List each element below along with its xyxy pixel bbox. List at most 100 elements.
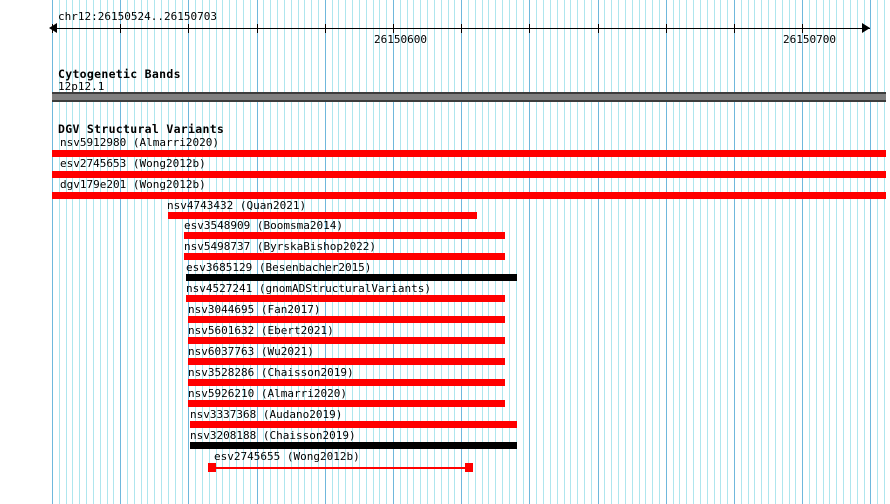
grid-line xyxy=(168,0,169,504)
variant-endpoint[interactable] xyxy=(208,463,216,472)
variant-label[interactable]: nsv5912980 (Almarri2020) xyxy=(60,136,219,149)
axis-tick xyxy=(802,24,803,33)
grid-line xyxy=(809,0,810,504)
grid-line xyxy=(884,0,885,504)
variant-label[interactable]: nsv3337368 (Audano2019) xyxy=(190,408,343,421)
grid-line xyxy=(338,0,339,504)
variant-bar[interactable] xyxy=(52,171,886,178)
grid-line xyxy=(557,0,558,504)
grid-line xyxy=(325,0,326,504)
variant-bar[interactable] xyxy=(188,379,505,386)
variant-label[interactable]: nsv3208188 (Chaisson2019) xyxy=(190,429,356,442)
variant-bar[interactable] xyxy=(184,232,505,239)
dgv-section-title: DGV Structural Variants xyxy=(58,122,225,136)
variant-label[interactable]: esv3548909 (Boomsma2014) xyxy=(184,219,343,232)
grid-line xyxy=(714,0,715,504)
variant-endpoint[interactable] xyxy=(465,463,473,472)
cytoband-bar[interactable] xyxy=(52,92,886,102)
variant-bar[interactable] xyxy=(186,295,505,302)
variant-bar[interactable] xyxy=(188,358,505,365)
arrow-right-icon[interactable] xyxy=(862,23,870,33)
grid-line xyxy=(141,0,142,504)
variant-bar[interactable] xyxy=(190,442,517,449)
variant-label[interactable]: nsv4527241 (gnomADStructuralVariants) xyxy=(186,282,432,295)
variant-bar[interactable] xyxy=(52,150,886,157)
grid-line xyxy=(877,0,878,504)
grid-line xyxy=(373,0,374,504)
grid-line xyxy=(250,0,251,504)
grid-line xyxy=(843,0,844,504)
variant-label[interactable]: nsv5926210 (Almarri2020) xyxy=(188,387,347,400)
variant-bar[interactable] xyxy=(52,192,886,199)
grid-line xyxy=(441,0,442,504)
variant-line[interactable] xyxy=(208,467,473,469)
grid-line xyxy=(625,0,626,504)
grid-line xyxy=(188,0,189,504)
variant-label[interactable]: nsv6037763 (Wu2021) xyxy=(188,345,314,358)
grid-line xyxy=(509,0,510,504)
grid-line xyxy=(79,0,80,504)
grid-line xyxy=(748,0,749,504)
grid-line xyxy=(311,0,312,504)
grid-line xyxy=(570,0,571,504)
grid-line xyxy=(645,0,646,504)
grid-line xyxy=(216,0,217,504)
grid-line xyxy=(584,0,585,504)
grid-line xyxy=(263,0,264,504)
grid-line xyxy=(127,0,128,504)
grid-line xyxy=(529,0,530,504)
grid-line xyxy=(802,0,803,504)
grid-line xyxy=(795,0,796,504)
grid-line xyxy=(66,0,67,504)
variant-label[interactable]: esv2745655 (Wong2012b) xyxy=(214,450,360,463)
variant-label[interactable]: nsv4743432 (Quan2021) xyxy=(167,199,307,212)
grid-line xyxy=(707,0,708,504)
grid-line xyxy=(523,0,524,504)
location-label: chr12:26150524..26150703 xyxy=(58,10,217,23)
grid-line xyxy=(202,0,203,504)
grid-line xyxy=(686,0,687,504)
grid-line xyxy=(236,0,237,504)
variant-bar[interactable] xyxy=(190,421,517,428)
grid-line xyxy=(161,0,162,504)
grid-line xyxy=(536,0,537,504)
variant-label[interactable]: nsv5498737 (ByrskaBishop2022) xyxy=(184,240,377,253)
variant-label[interactable]: nsv3528286 (Chaisson2019) xyxy=(188,366,354,379)
grid-line xyxy=(768,0,769,504)
coordinate-ruler[interactable]: chr12:26150524..26150703 26150600 2615070… xyxy=(0,0,890,58)
grid-line xyxy=(488,0,489,504)
variant-bar[interactable] xyxy=(186,274,517,281)
grid-line xyxy=(147,0,148,504)
grid-line xyxy=(277,0,278,504)
variant-label[interactable]: dgv179e201 (Wong2012b) xyxy=(60,178,206,191)
variant-label[interactable]: esv2745653 (Wong2012b) xyxy=(60,157,206,170)
variant-label[interactable]: nsv5601632 (Ebert2021) xyxy=(188,324,334,337)
variant-bar[interactable] xyxy=(184,253,505,260)
variant-label[interactable]: esv3685129 (Besenbacher2015) xyxy=(186,261,372,274)
grid-line xyxy=(270,0,271,504)
grid-line xyxy=(175,0,176,504)
grid-line xyxy=(107,0,108,504)
grid-line xyxy=(857,0,858,504)
grid-line xyxy=(195,0,196,504)
variant-bar[interactable] xyxy=(168,212,477,219)
grid-line xyxy=(352,0,353,504)
grid-line xyxy=(229,0,230,504)
grid-line xyxy=(120,0,121,504)
grid-line xyxy=(400,0,401,504)
grid-line xyxy=(598,0,599,504)
axis-tick xyxy=(666,24,667,33)
grid-line xyxy=(741,0,742,504)
grid-line xyxy=(495,0,496,504)
variant-bar[interactable] xyxy=(188,337,505,344)
axis-tick xyxy=(734,24,735,33)
variant-bar[interactable] xyxy=(188,316,505,323)
variant-label[interactable]: nsv3044695 (Fan2017) xyxy=(188,303,321,316)
grid-line xyxy=(332,0,333,504)
variant-bar[interactable] xyxy=(188,400,505,407)
arrow-left-icon[interactable] xyxy=(49,23,57,33)
cytoband-label: 12p12.1 xyxy=(58,80,105,93)
grid-line xyxy=(864,0,865,504)
grid-line xyxy=(727,0,728,504)
